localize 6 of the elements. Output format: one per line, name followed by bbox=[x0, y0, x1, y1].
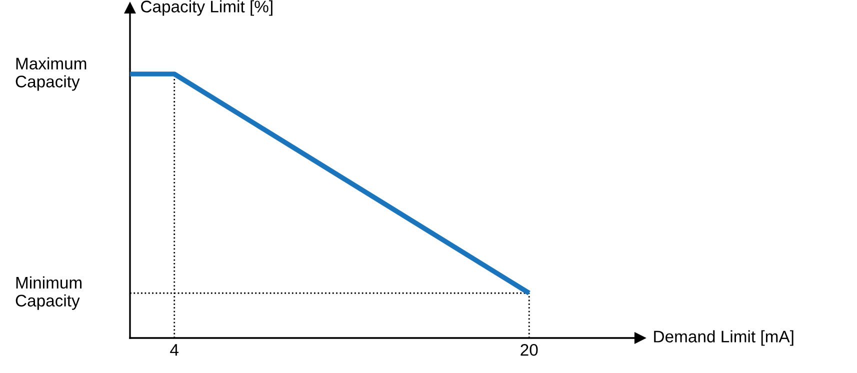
y-axis-title: Capacity Limit [%] bbox=[141, 0, 272, 16]
x-axis-title: Demand Limit [mA] bbox=[654, 330, 794, 346]
text: Minimum Capacity bbox=[16, 276, 82, 310]
x-tick-label: 20 bbox=[520, 344, 538, 356]
x-tick-label: 4 bbox=[170, 344, 178, 356]
text: Maximum Capacity bbox=[16, 57, 86, 91]
